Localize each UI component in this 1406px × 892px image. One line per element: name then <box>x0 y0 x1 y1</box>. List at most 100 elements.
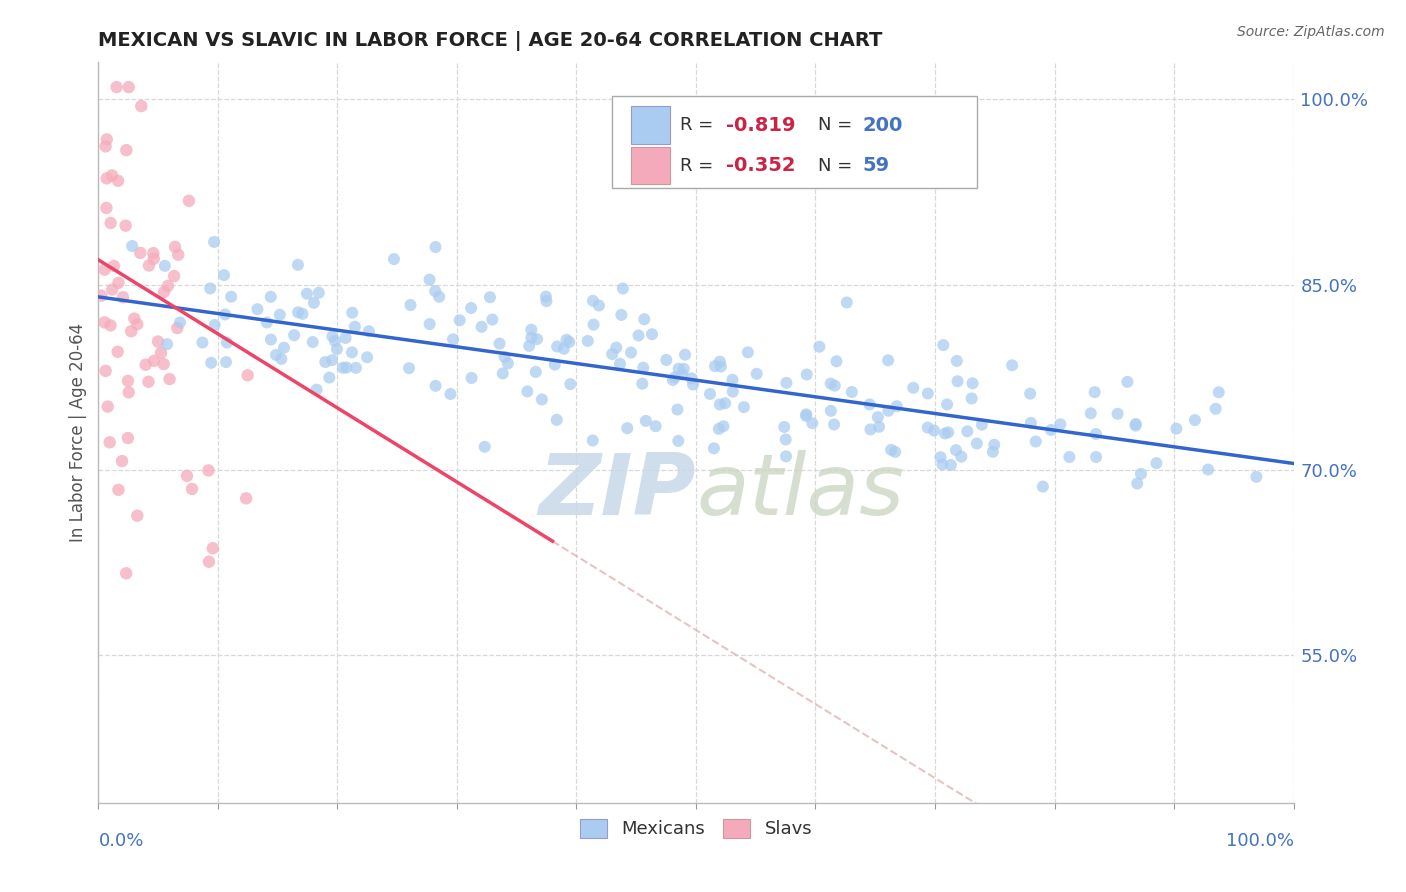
Point <box>163 268 186 283</box>
Point <box>114 219 136 233</box>
Point <box>945 443 967 458</box>
Point <box>582 318 605 332</box>
Point <box>709 354 731 368</box>
Text: R =: R = <box>681 157 720 175</box>
Point <box>1040 423 1063 437</box>
Point <box>460 371 482 385</box>
Point <box>342 306 364 320</box>
Point <box>612 281 634 295</box>
Point <box>530 392 553 407</box>
Point <box>321 353 343 368</box>
Point <box>707 422 730 436</box>
Point <box>202 235 225 249</box>
Point <box>662 373 685 387</box>
Point <box>981 444 1004 458</box>
Point <box>94 139 117 153</box>
Point <box>1084 427 1107 442</box>
Point <box>1049 417 1071 432</box>
Point <box>820 404 842 418</box>
Point <box>605 341 627 355</box>
Point <box>496 356 519 370</box>
Point <box>318 370 340 384</box>
Point <box>841 385 863 400</box>
Point <box>94 364 117 378</box>
FancyBboxPatch shape <box>631 106 669 144</box>
Point <box>524 365 547 379</box>
Point <box>93 262 115 277</box>
Point <box>808 340 831 354</box>
Point <box>1205 401 1227 416</box>
Point <box>610 308 633 322</box>
Point <box>794 407 817 421</box>
Point <box>90 288 112 302</box>
Point <box>441 332 464 346</box>
Point <box>1080 406 1102 420</box>
Point <box>335 331 357 345</box>
Point <box>100 216 122 230</box>
Point <box>1208 385 1230 400</box>
Point <box>1019 386 1042 401</box>
Point <box>212 268 235 282</box>
Point <box>634 414 657 428</box>
Point <box>283 328 305 343</box>
Point <box>201 541 224 556</box>
Point <box>198 555 221 569</box>
Point <box>929 450 952 465</box>
Point <box>950 450 973 464</box>
Point <box>710 359 733 374</box>
Point <box>439 387 461 401</box>
Point <box>962 376 984 391</box>
Point <box>492 367 515 381</box>
Point <box>970 417 993 432</box>
Point <box>321 329 343 343</box>
Point <box>868 420 890 434</box>
Point <box>664 370 686 384</box>
Point <box>260 290 283 304</box>
Point <box>631 376 654 391</box>
Point <box>219 290 242 304</box>
Point <box>295 286 318 301</box>
Point <box>191 335 214 350</box>
Point <box>886 399 908 413</box>
Point <box>1184 413 1206 427</box>
Point <box>176 468 198 483</box>
Text: Source: ZipAtlas.com: Source: ZipAtlas.com <box>1237 25 1385 39</box>
Point <box>546 340 568 354</box>
Point <box>1144 456 1167 470</box>
Point <box>917 420 939 434</box>
Point <box>153 259 176 273</box>
Point <box>775 433 797 447</box>
Point <box>425 379 447 393</box>
Point <box>269 308 291 322</box>
Point <box>152 357 174 371</box>
Point <box>357 324 380 338</box>
Point <box>546 413 568 427</box>
Point <box>449 313 471 327</box>
Point <box>775 376 797 390</box>
Point <box>335 360 357 375</box>
Point <box>866 410 889 425</box>
Point <box>555 333 578 347</box>
Point <box>235 491 257 506</box>
Point <box>714 396 737 410</box>
Point <box>560 377 582 392</box>
Point <box>877 404 900 418</box>
Point <box>291 307 314 321</box>
Point <box>121 239 143 253</box>
Point <box>1084 385 1107 400</box>
Point <box>616 421 638 435</box>
Point <box>356 351 378 365</box>
Point <box>127 318 149 332</box>
Point <box>142 252 165 266</box>
Point <box>200 356 222 370</box>
Point <box>471 319 494 334</box>
Point <box>682 377 704 392</box>
Point <box>153 285 176 299</box>
Point <box>1032 479 1054 493</box>
Point <box>936 425 959 440</box>
Point <box>305 383 328 397</box>
Text: N =: N = <box>818 116 858 134</box>
Text: R =: R = <box>681 116 720 134</box>
Point <box>733 400 755 414</box>
Point <box>197 463 219 477</box>
